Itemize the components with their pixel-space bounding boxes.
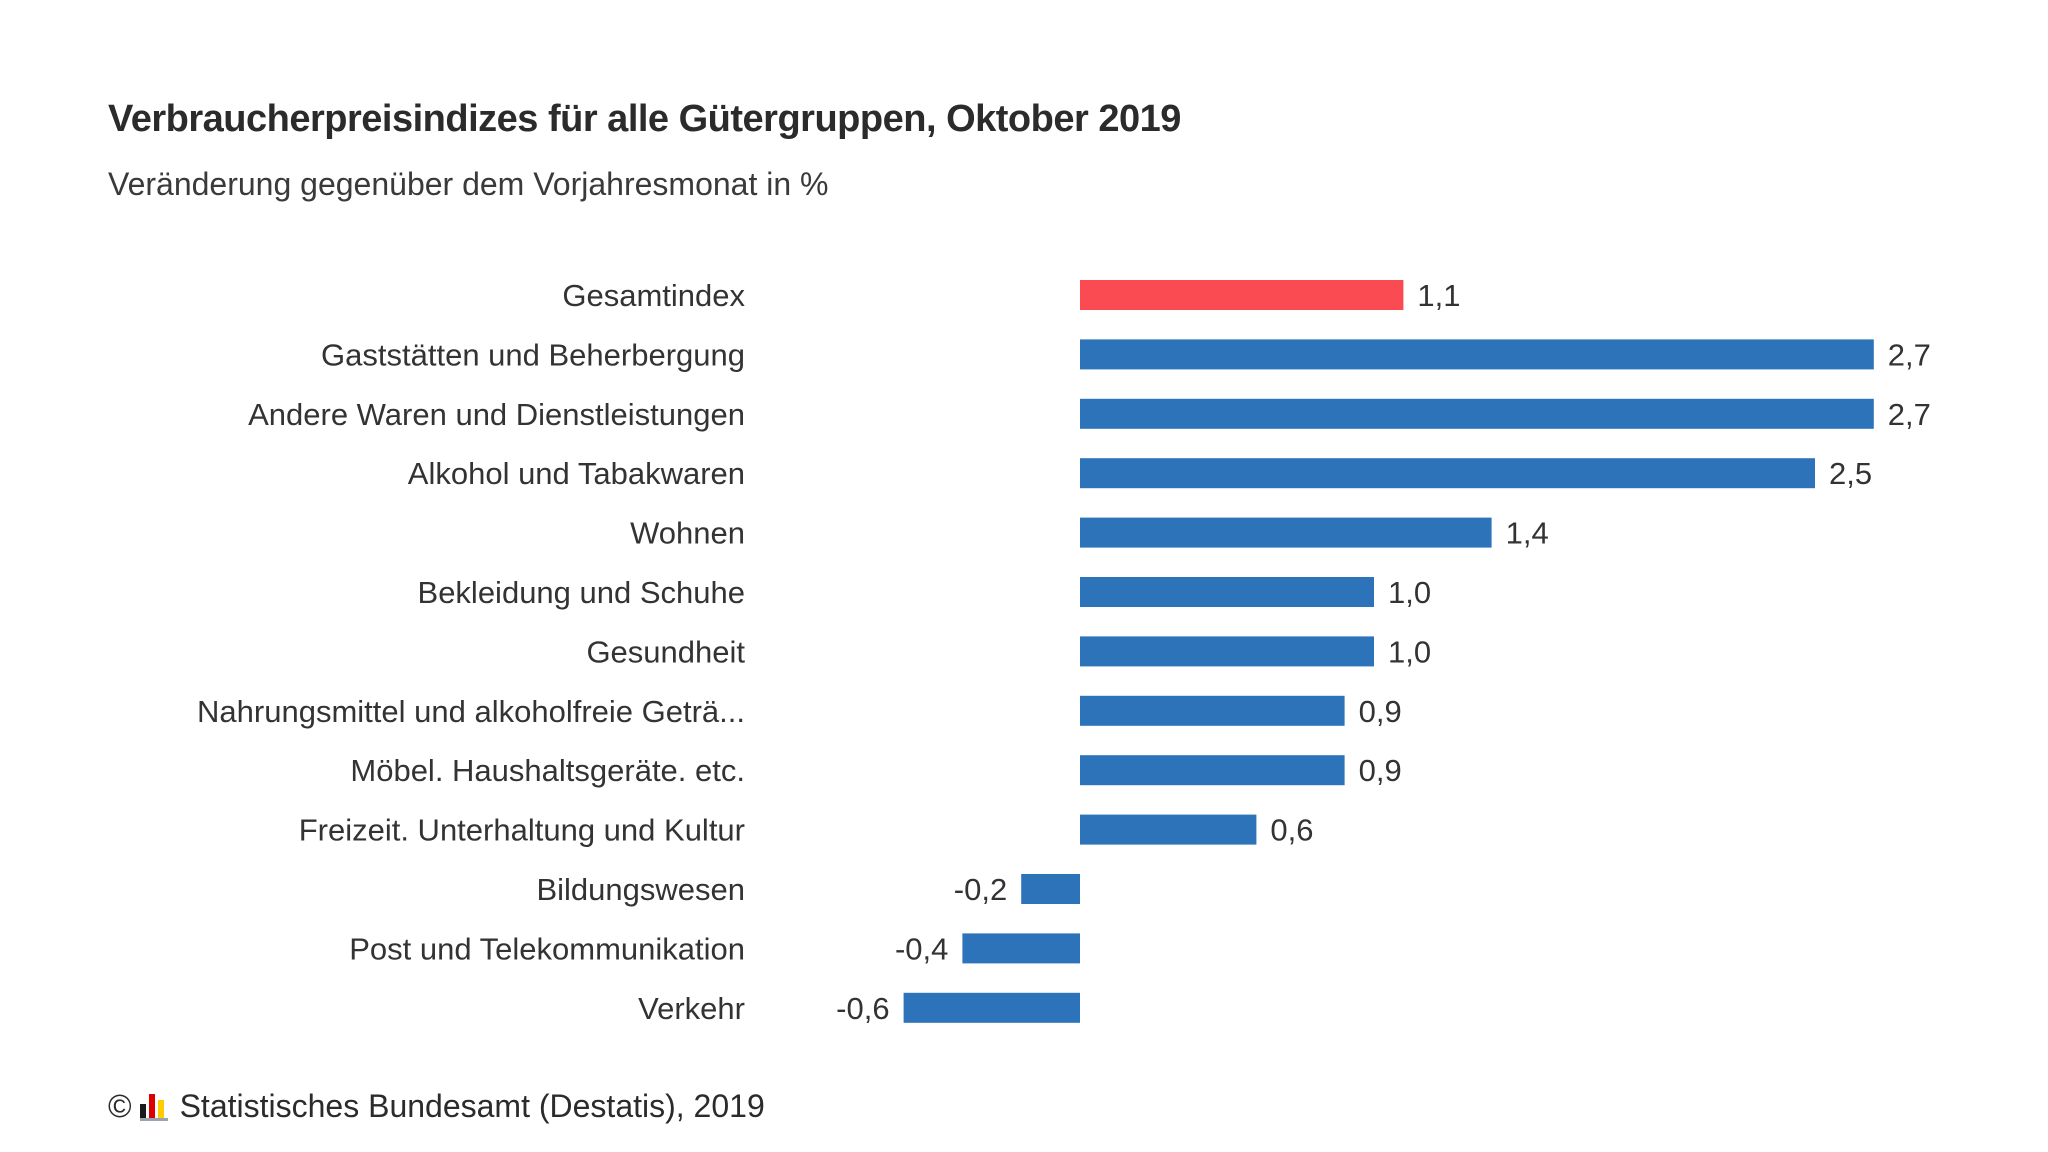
bar-highlight bbox=[1080, 280, 1404, 310]
bar bbox=[1080, 814, 1257, 845]
bar bbox=[1080, 458, 1815, 489]
logo-bar-gold bbox=[157, 1100, 164, 1118]
category-label: Gesamtindex bbox=[562, 278, 745, 313]
value-label: -0,4 bbox=[895, 931, 948, 966]
value-label: 1,0 bbox=[1388, 575, 1431, 610]
bar bbox=[1080, 577, 1374, 607]
value-label: 1,1 bbox=[1417, 278, 1460, 313]
value-label: 0,9 bbox=[1359, 694, 1402, 729]
category-label: Nahrungsmittel und alkoholfreie Geträ... bbox=[197, 694, 745, 729]
category-label: Andere Waren und Dienstleistungen bbox=[248, 397, 745, 432]
chart-subtitle: Veränderung gegenüber dem Vorjahresmonat… bbox=[108, 166, 829, 202]
bar bbox=[1080, 339, 1874, 370]
value-label: 2,5 bbox=[1829, 456, 1872, 491]
bar bbox=[962, 933, 1080, 964]
category-label: Gesundheit bbox=[586, 634, 745, 669]
copyright-symbol: © bbox=[108, 1088, 132, 1124]
category-label: Bekleidung und Schuhe bbox=[418, 575, 745, 610]
bar bbox=[1080, 695, 1345, 726]
value-label: 0,6 bbox=[1270, 813, 1313, 848]
value-label: 2,7 bbox=[1888, 337, 1931, 372]
category-label: Gaststätten und Beherbergung bbox=[321, 337, 745, 372]
category-label: Post und Telekommunikation bbox=[349, 931, 745, 966]
destatis-logo-icon bbox=[139, 1092, 168, 1121]
bar bbox=[1080, 755, 1345, 786]
bar bbox=[1080, 517, 1492, 548]
logo-bar-black bbox=[139, 1104, 146, 1118]
value-label: -0,2 bbox=[954, 872, 1007, 907]
category-label: Freizeit. Unterhaltung und Kultur bbox=[299, 813, 745, 848]
source-footer: © Statistisches Bundesamt (Destatis), 20… bbox=[108, 1088, 765, 1125]
category-label: Verkehr bbox=[638, 991, 745, 1026]
bar bbox=[1080, 398, 1874, 429]
value-label: 1,0 bbox=[1388, 634, 1431, 669]
value-label: 2,7 bbox=[1888, 397, 1931, 432]
value-label: 0,9 bbox=[1359, 753, 1402, 788]
bar bbox=[903, 992, 1080, 1023]
category-label: Möbel. Haushaltsgeräte. etc. bbox=[350, 753, 745, 788]
source-text: Statistisches Bundesamt (Destatis), 2019 bbox=[179, 1088, 765, 1124]
category-label: Alkohol und Tabakwaren bbox=[408, 456, 745, 491]
logo-bar-red bbox=[148, 1094, 155, 1118]
category-label: Bildungswesen bbox=[536, 872, 745, 907]
chart-title: Verbraucherpreisindizes für alle Gütergr… bbox=[108, 98, 1181, 140]
bar bbox=[1080, 636, 1374, 667]
bar bbox=[1021, 874, 1080, 904]
value-label: 1,4 bbox=[1506, 516, 1549, 551]
category-label: Wohnen bbox=[630, 516, 745, 551]
value-label: -0,6 bbox=[836, 991, 889, 1026]
